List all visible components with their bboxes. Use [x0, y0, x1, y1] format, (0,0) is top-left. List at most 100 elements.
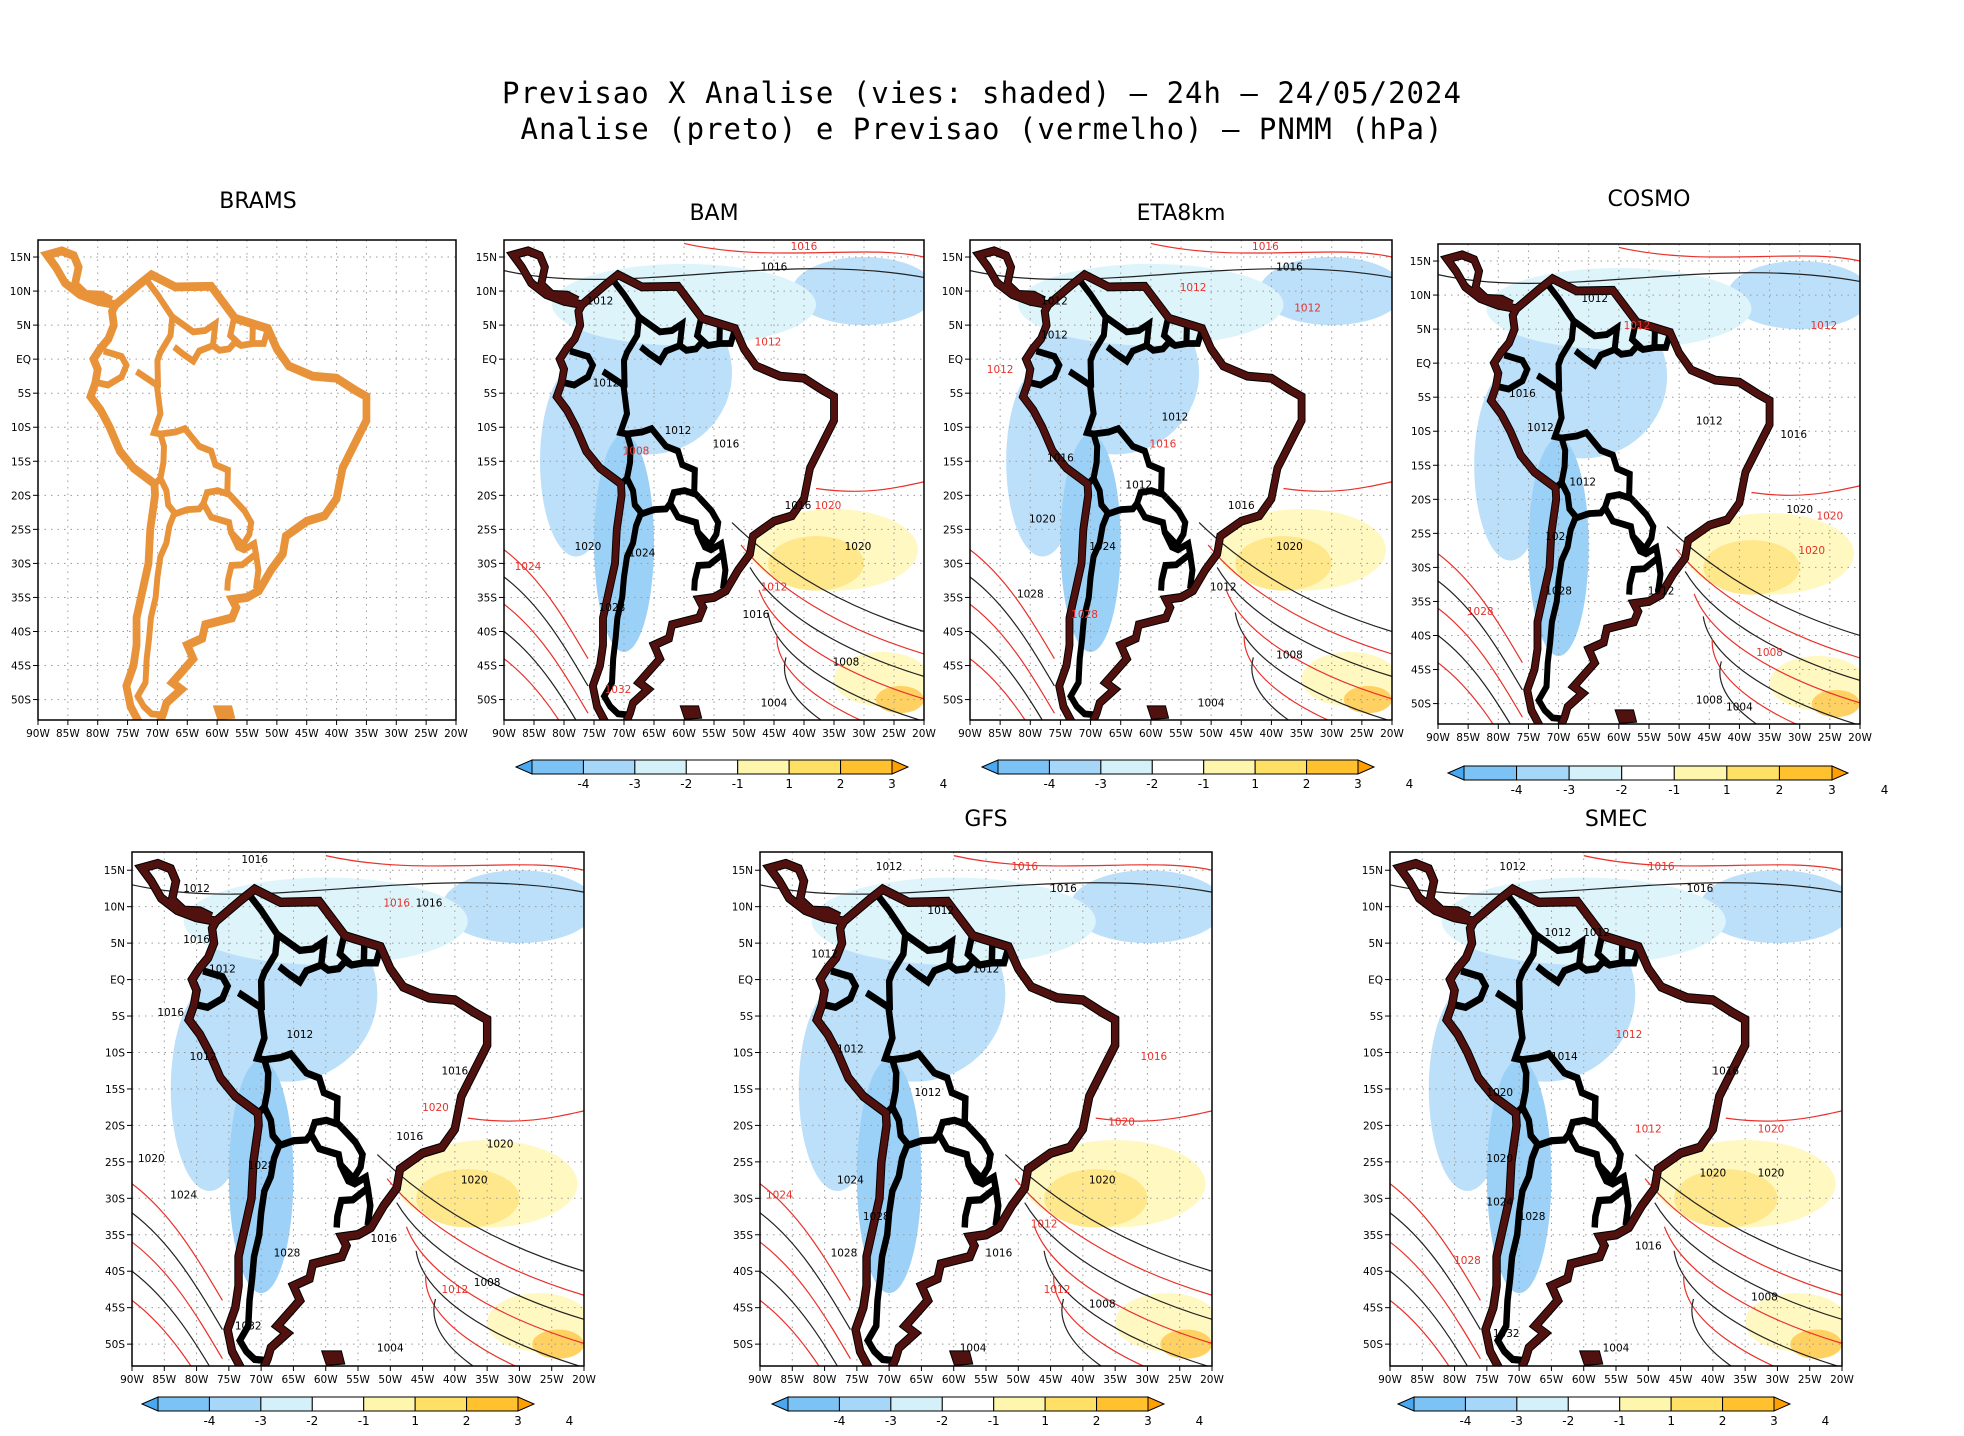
- colorbar-tick-label: -1: [1198, 777, 1210, 791]
- colorbar-cell: [1516, 765, 1570, 781]
- lat-tick-label: 15S: [477, 456, 497, 468]
- contour-label: 1016: [1050, 883, 1077, 895]
- contour-label: 1028: [1467, 606, 1494, 618]
- colorbar-cell: [363, 1396, 416, 1412]
- colorbar-cell: [838, 1396, 892, 1412]
- lat-tick-label: EQ: [1416, 358, 1431, 370]
- colorbar-cell: [1567, 1396, 1621, 1412]
- lat-tick-label: EQ: [948, 354, 963, 366]
- colorbar-cell: [1357, 759, 1376, 775]
- contour-label: 1032: [235, 1321, 262, 1333]
- colorbar-cell: [1464, 1396, 1518, 1412]
- lon-tick-label: 90W: [1378, 1374, 1402, 1386]
- contour-label: 1012: [1635, 1124, 1662, 1136]
- contour-label: 1004: [761, 697, 788, 709]
- lat-tick-label: 25S: [11, 524, 31, 536]
- lat-tick-label: 10N: [942, 286, 963, 298]
- lat-tick-label: 35S: [733, 1230, 753, 1242]
- lon-tick-label: 20W: [444, 728, 468, 740]
- colorbar-tick-label: 3: [1828, 783, 1836, 797]
- contour-label: 1012: [1162, 411, 1189, 423]
- lat-lon-grid: [970, 240, 1392, 720]
- lat-tick-label: 30S: [733, 1193, 753, 1205]
- contour-label: 1016: [1509, 388, 1536, 400]
- lon-tick-label: 25W: [1350, 728, 1374, 740]
- colorbar-tick-label: -4: [577, 777, 589, 791]
- colorbar-cell: [466, 1396, 519, 1412]
- lon-tick-label: 60W: [205, 728, 229, 740]
- lon-tick-label: 20W: [572, 1374, 596, 1386]
- colorbar-tick-label: 4: [940, 777, 948, 791]
- contour-label: 1020: [1798, 545, 1825, 557]
- contour-label: 1008: [833, 657, 860, 669]
- isobars: [1438, 246, 1860, 724]
- lon-tick-label: 85W: [780, 1374, 804, 1386]
- panel-cosmo: COSMO 1012 1012 1012 1016 1012 1012 1016 1012 102…: [1410, 187, 1889, 797]
- coastline: [47, 251, 366, 727]
- lat-tick-label: 40S: [11, 626, 31, 638]
- colorbar-cell: [1673, 765, 1728, 781]
- lon-tick-label: 80W: [552, 728, 576, 740]
- colorbar-tick-label: -2: [936, 1414, 948, 1428]
- lat-tick-label: 45S: [1411, 665, 1431, 677]
- colorbar-tick-label: 1: [1251, 777, 1259, 791]
- contour-label: 1016: [1780, 429, 1807, 441]
- contour-label: 1016: [791, 241, 818, 253]
- lon-tick-label: 30W: [1136, 1374, 1160, 1386]
- lon-tick-label: 85W: [1410, 1374, 1434, 1386]
- lon-tick-label: 80W: [1486, 732, 1510, 744]
- contour-label: 1012: [1648, 586, 1675, 598]
- contour-label: 1004: [377, 1342, 404, 1354]
- lon-tick-label: 90W: [26, 728, 50, 740]
- panel-bam: BAM1016101610121012101210081012101610201…: [476, 201, 947, 791]
- lat-tick-label: 10S: [733, 1047, 753, 1059]
- lat-tick-label: 35S: [11, 592, 31, 604]
- panel-eta8km: ETA8km 1016 1016 1012 1012 1012 1012 1012 1012 10…: [942, 201, 1413, 791]
- colorbar-cell: [517, 1396, 536, 1412]
- lat-tick-label: 25S: [1363, 1157, 1383, 1169]
- lat-tick-label: 15N: [732, 865, 753, 877]
- contour-label: 1020: [1758, 1124, 1785, 1136]
- contour-label: 1016: [157, 1007, 184, 1019]
- lat-lon-grid: [1390, 852, 1842, 1366]
- colorbar-tick-label: 3: [1144, 1414, 1152, 1428]
- lat-tick-label: 5N: [1416, 324, 1431, 336]
- lon-tick-label: 35W: [475, 1374, 499, 1386]
- panel-gfs: GFS 1012 1016 1016 1012 1012 1012 1012 1016 1012 1…: [732, 807, 1225, 1428]
- lat-lon-grid: [1438, 244, 1860, 724]
- isobars: [970, 242, 1392, 720]
- contour-label: 1008: [1756, 647, 1783, 659]
- lon-tick-label: 65W: [175, 728, 199, 740]
- contour-label: 1020: [1276, 541, 1303, 553]
- colorbar-tick-label: 1: [785, 777, 793, 791]
- panel-smec: SMEC 1012 1016 1016 1012 1012 1012 1014 1016 1020…: [1362, 807, 1855, 1428]
- colorbar: -4 -3 -2 -1 1 2 3 4: [1446, 765, 1888, 797]
- lon-tick-label: 60W: [942, 1374, 966, 1386]
- colorbar-cell: [788, 759, 842, 775]
- colorbar-cell: [1831, 765, 1850, 781]
- lon-tick-label: 35W: [1758, 732, 1782, 744]
- panel-title-gfs: GFS: [964, 807, 1007, 832]
- contour-label: 1020: [1816, 511, 1843, 523]
- contour-label: 1016: [396, 1131, 423, 1143]
- lon-tick-label: 70W: [1079, 728, 1103, 740]
- colorbar-tick-label: 3: [888, 777, 896, 791]
- panel-title-cosmo: COSMO: [1608, 187, 1691, 212]
- panel-p5: 1016 1016 1016 1012 1016 1012 1016 1012 1016 1012…: [104, 851, 596, 1428]
- contour-label: 1028: [599, 602, 626, 614]
- contour-label: 1016: [370, 1233, 397, 1245]
- lat-tick-label: 25S: [477, 524, 497, 536]
- contour-label: 1012: [876, 861, 903, 873]
- lon-tick-label: 70W: [1507, 1374, 1531, 1386]
- colorbar-tick-label: 1: [411, 1414, 419, 1428]
- lon-tick-label: 80W: [86, 728, 110, 740]
- colorbar-cell: [1568, 765, 1623, 781]
- colorbar: -4 -3 -2 -1 1 2 3 4: [1396, 1396, 1829, 1428]
- lat-tick-label: 40S: [105, 1266, 125, 1278]
- lat-tick-label: 10N: [476, 286, 497, 298]
- contour-label: 1032: [605, 684, 632, 696]
- contour-label: 1012: [811, 949, 838, 961]
- lon-tick-label: 55W: [235, 728, 259, 740]
- lon-tick-label: 30W: [1320, 728, 1344, 740]
- contour-label: 1028: [248, 1160, 275, 1172]
